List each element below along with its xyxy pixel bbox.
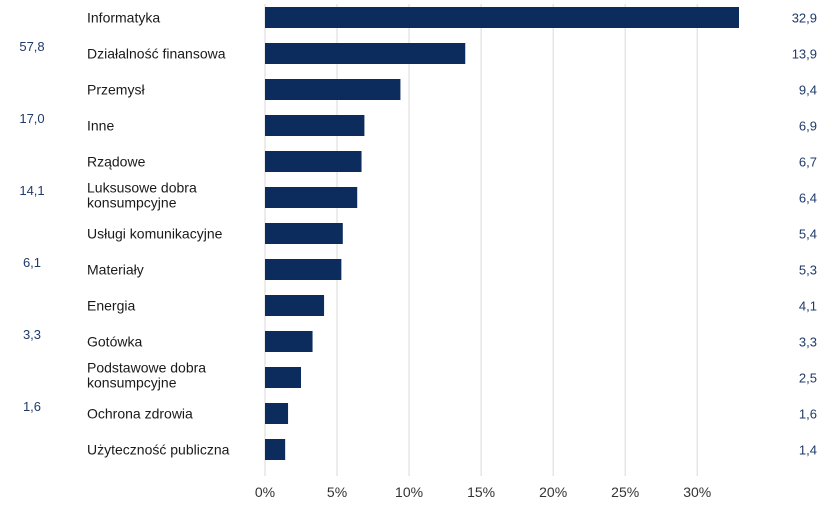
bar	[265, 439, 286, 460]
value-label: 2,5	[799, 371, 817, 386]
category-label: Rządowe	[87, 154, 146, 170]
bars	[265, 7, 739, 460]
left-labels: 57,8 17,0 14,1 6,1 3,3 1,6	[19, 39, 44, 414]
x-tick-label: 25%	[611, 484, 639, 500]
value-label: 4,1	[799, 299, 817, 314]
value-label: 3,3	[799, 335, 817, 350]
category-label: Energia	[87, 298, 135, 314]
bar	[265, 403, 289, 424]
left-label: 6,1	[23, 255, 41, 270]
x-tick-labels: 0% 5% 10% 15% 20% 25% 30%	[255, 484, 711, 500]
category-label: Gotówka	[87, 334, 142, 350]
value-label: 32,9	[792, 11, 817, 26]
left-label: 1,6	[23, 399, 41, 414]
bar	[265, 259, 342, 280]
category-label: Działalność finansowa	[87, 46, 226, 62]
bar	[265, 187, 358, 208]
x-tick-label: 0%	[255, 484, 275, 500]
value-label: 6,7	[799, 155, 817, 170]
category-label: Luksusowe dobra konsumpcyjne	[87, 180, 197, 211]
value-label: 9,4	[799, 83, 817, 98]
value-label: 6,4	[799, 191, 817, 206]
bar	[265, 295, 325, 316]
left-label: 17,0	[19, 111, 44, 126]
bar	[265, 367, 302, 388]
value-label: 6,9	[799, 119, 817, 134]
category-label: Materiały	[87, 262, 144, 278]
x-tick-label: 20%	[539, 484, 567, 500]
bar	[265, 151, 362, 172]
value-label: 1,4	[799, 443, 817, 458]
value-label: 1,6	[799, 407, 817, 422]
value-label: 13,9	[792, 47, 817, 62]
left-label: 14,1	[19, 183, 44, 198]
value-label: 5,3	[799, 263, 817, 278]
category-label: Podstawowe dobra konsumpcyjne	[87, 360, 206, 391]
bar	[265, 223, 343, 244]
category-label: Przemysł	[87, 82, 145, 98]
left-label: 3,3	[23, 327, 41, 342]
x-tick-label: 30%	[683, 484, 711, 500]
bar	[265, 43, 466, 64]
bar	[265, 115, 365, 136]
x-tick-label: 5%	[327, 484, 347, 500]
left-label: 57,8	[19, 39, 44, 54]
bar	[265, 79, 401, 100]
category-label: Ochrona zdrowia	[87, 406, 193, 422]
category-label: Informatyka	[87, 10, 160, 26]
value-labels: 32,9 13,9 9,4 6,9 6,7 6,4 5,4 5,3 4,1 3,3 2,5 1,6 1,…	[792, 11, 817, 458]
bar	[265, 331, 313, 352]
bar	[265, 7, 739, 28]
value-label: 5,4	[799, 227, 817, 242]
x-tick-label: 15%	[467, 484, 495, 500]
category-label: Inne	[87, 118, 114, 134]
category-label: Usługi komunikacyjne	[87, 226, 223, 242]
x-tick-label: 10%	[395, 484, 423, 500]
category-label: Użyteczność publiczna	[87, 442, 230, 458]
category-labels: Informatyka Działalność finansowa Przemysł…	[87, 10, 230, 458]
